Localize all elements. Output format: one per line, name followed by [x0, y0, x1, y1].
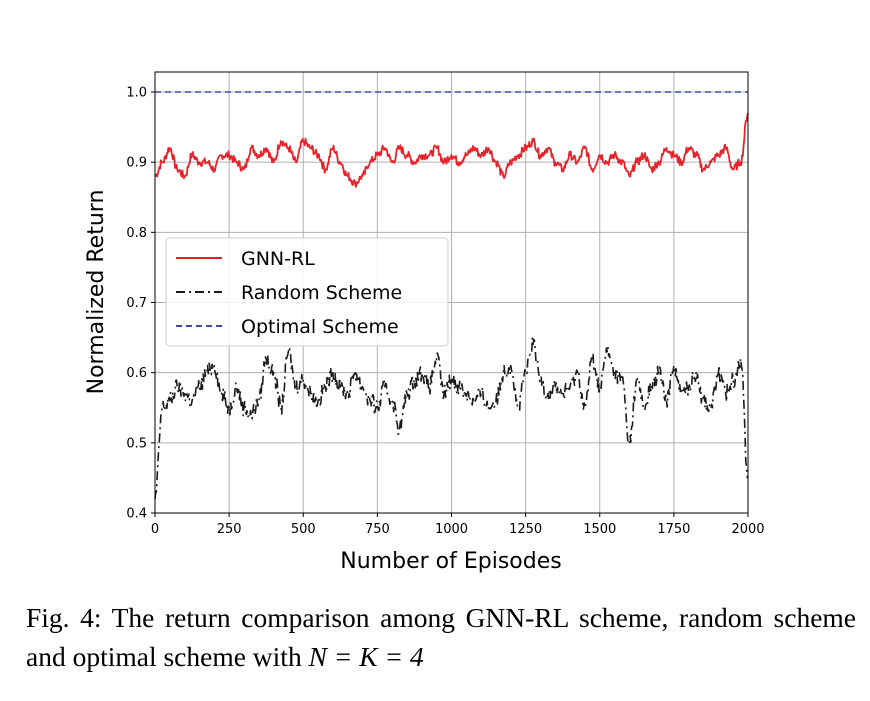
legend-box	[165, 237, 449, 347]
x-axis-label: Number of Episodes	[340, 549, 561, 574]
y-axis-label: Normalized Return	[84, 190, 109, 395]
y-tick-label: 0.8	[126, 226, 147, 241]
x-tick-label: 1500	[583, 522, 616, 537]
y-tick-label: 0.6	[126, 366, 147, 381]
caption-text: Fig. 4: The return comparison among GNN-…	[26, 602, 856, 672]
x-tick-label: 2000	[731, 522, 764, 537]
series-line-gnn-rl	[154, 112, 749, 188]
legend-label: GNN-RL	[241, 248, 315, 270]
legend-label: Optimal Scheme	[241, 316, 399, 338]
y-tick-label: 0.5	[126, 436, 147, 451]
series-lines	[154, 91, 749, 500]
x-tick-label: 0	[151, 522, 159, 537]
y-tick-label: 1.0	[126, 86, 147, 101]
x-tick-label: 1000	[435, 522, 468, 537]
y-tick-label: 0.7	[126, 296, 147, 311]
figure-caption: Fig. 4: The return comparison among GNN-…	[26, 598, 856, 676]
x-tick-label: 500	[291, 522, 316, 537]
series-line-random-scheme	[154, 337, 749, 500]
y-tick-label: 0.9	[126, 156, 147, 171]
line-chart: 0 250 500 750 1000 1250 1500 1750 2000 0.4 0.5 0.6 0…	[84, 71, 765, 574]
ticks: 0 250 500 750 1000 1250 1500 1750 2000 0.4 0.5 0.6 0…	[126, 86, 764, 538]
x-tick-label: 1750	[657, 522, 690, 537]
x-tick-label: 250	[217, 522, 242, 537]
x-tick-label: 1250	[509, 522, 542, 537]
legend: GNN-RL Random Scheme Optimal Scheme	[165, 237, 449, 347]
caption-math: N = K = 4	[308, 641, 424, 672]
y-tick-label: 0.4	[126, 507, 147, 522]
legend-label: Random Scheme	[241, 282, 402, 304]
x-tick-label: 750	[365, 522, 390, 537]
